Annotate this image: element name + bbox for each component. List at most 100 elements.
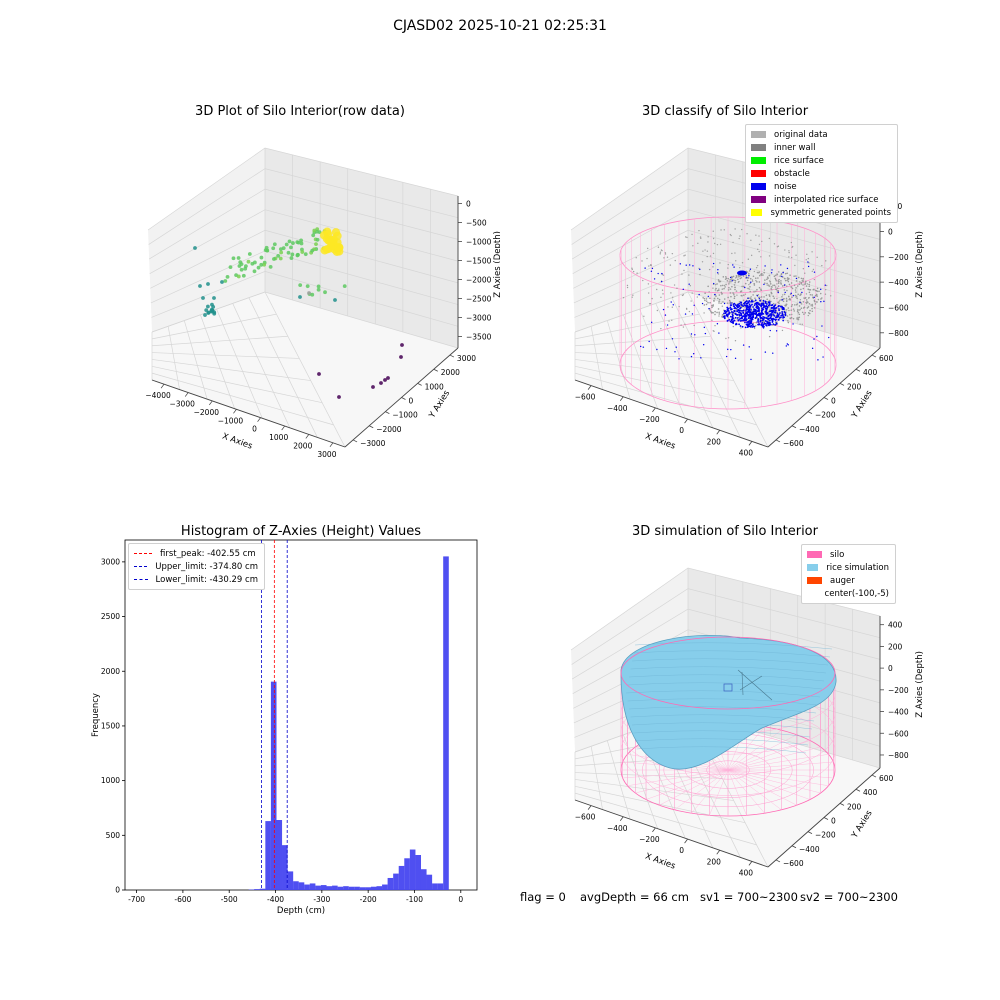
scatter-point bbox=[193, 246, 197, 250]
scatter-point bbox=[728, 299, 731, 302]
legend-label: inner wall bbox=[774, 142, 816, 153]
scatter-point bbox=[745, 308, 748, 311]
raw-points bbox=[193, 227, 404, 399]
scatter-point bbox=[635, 257, 637, 259]
scatter-point bbox=[800, 283, 803, 285]
scatter-point bbox=[734, 286, 736, 289]
scatter-point bbox=[220, 280, 224, 284]
scatter-point bbox=[650, 270, 653, 272]
scatter-point bbox=[729, 279, 731, 281]
scatter-point bbox=[717, 273, 720, 275]
x-tick-label: −2000 bbox=[194, 408, 220, 417]
scatter-point bbox=[674, 351, 676, 353]
scatter-point bbox=[722, 301, 724, 303]
scatter-point bbox=[719, 262, 721, 264]
scatter-point bbox=[342, 284, 347, 289]
scatter-point bbox=[745, 274, 748, 277]
scatter-point bbox=[671, 338, 674, 340]
scatter-point bbox=[756, 314, 759, 317]
scatter-point bbox=[807, 257, 810, 260]
scatter-point bbox=[693, 324, 695, 327]
scatter-point bbox=[716, 289, 719, 292]
scatter-point bbox=[796, 310, 799, 313]
y-tick bbox=[385, 411, 390, 415]
scatter-point bbox=[791, 296, 793, 299]
z-tick-label: −3500 bbox=[466, 333, 492, 342]
scatter-point bbox=[736, 294, 738, 296]
z-axis-label: Z Axies (Depth) bbox=[915, 651, 925, 718]
scatter-point bbox=[622, 296, 625, 299]
silo-floor-spoke bbox=[727, 730, 782, 771]
panel2-3d-classify: −600−400−2000200400−600−400−200020040060… bbox=[570, 147, 925, 457]
x-tick-label: −400 bbox=[607, 404, 628, 413]
scatter-point bbox=[750, 296, 752, 298]
scatter-point bbox=[779, 304, 782, 307]
scatter-point bbox=[744, 321, 746, 324]
scatter-point bbox=[720, 229, 722, 231]
scatter-point bbox=[756, 271, 759, 274]
scatter-point bbox=[782, 271, 784, 274]
legend-item: center(-100,-5) bbox=[807, 587, 889, 600]
scatter-point bbox=[295, 253, 300, 258]
scatter-point bbox=[626, 284, 629, 287]
scatter-point bbox=[656, 348, 658, 351]
scatter-point bbox=[763, 296, 765, 298]
scatter-point bbox=[701, 302, 704, 305]
scatter-point bbox=[800, 303, 803, 305]
scatter-point bbox=[742, 285, 745, 288]
scatter-point bbox=[778, 302, 780, 305]
histogram-bar bbox=[309, 883, 316, 890]
scatter-point bbox=[763, 283, 765, 286]
scatter-point bbox=[713, 282, 715, 285]
scatter-point bbox=[820, 288, 822, 291]
scatter-point bbox=[738, 314, 741, 317]
scatter-point bbox=[781, 311, 784, 313]
y-tick bbox=[369, 425, 374, 429]
scatter-point bbox=[813, 338, 815, 340]
scatter-point bbox=[790, 286, 793, 288]
scatter-point bbox=[808, 291, 811, 294]
scatter-point bbox=[824, 293, 827, 295]
x-tick bbox=[184, 392, 189, 397]
z-axis-label: Z Axies (Depth) bbox=[915, 231, 925, 298]
scatter-point bbox=[740, 290, 743, 292]
grid-line bbox=[606, 320, 631, 400]
scatter-point bbox=[777, 271, 780, 273]
scatter-point bbox=[824, 284, 827, 286]
scatter-point bbox=[790, 316, 793, 319]
scatter-point bbox=[772, 323, 775, 326]
y-tick bbox=[807, 831, 813, 835]
noise-cluster bbox=[737, 270, 747, 276]
scatter-point bbox=[761, 309, 764, 312]
scatter-point bbox=[731, 280, 733, 282]
scatter-point bbox=[729, 304, 732, 307]
scatter-point bbox=[329, 235, 338, 244]
histogram-bar bbox=[393, 873, 399, 890]
scatter-point bbox=[743, 301, 746, 304]
scatter-point bbox=[788, 298, 791, 301]
scatter-point bbox=[808, 283, 811, 286]
scatter-point bbox=[713, 297, 716, 300]
scatter-point bbox=[762, 327, 765, 329]
x-tick-label: −600 bbox=[575, 813, 596, 822]
scatter-point bbox=[754, 277, 757, 280]
y-tick-label: 0 bbox=[115, 886, 120, 895]
grid-line bbox=[574, 291, 689, 333]
x-tick bbox=[233, 409, 237, 414]
silo-floor-spoke bbox=[727, 769, 782, 810]
scatter-point bbox=[755, 266, 758, 269]
scatter-point bbox=[386, 376, 390, 380]
scatter-point bbox=[739, 320, 742, 322]
scatter-point bbox=[729, 306, 732, 309]
scatter-point bbox=[762, 274, 764, 276]
rice-mesh-line bbox=[634, 642, 833, 650]
scatter-point bbox=[773, 307, 775, 310]
scatter-point bbox=[738, 309, 741, 312]
scatter-point bbox=[317, 372, 321, 376]
z-tick-label: −1500 bbox=[466, 257, 492, 266]
grid-line bbox=[671, 297, 741, 438]
rice-mesh-line bbox=[627, 698, 819, 706]
y-tick bbox=[807, 411, 813, 415]
scatter-point bbox=[763, 282, 766, 284]
scatter-point bbox=[768, 295, 771, 298]
